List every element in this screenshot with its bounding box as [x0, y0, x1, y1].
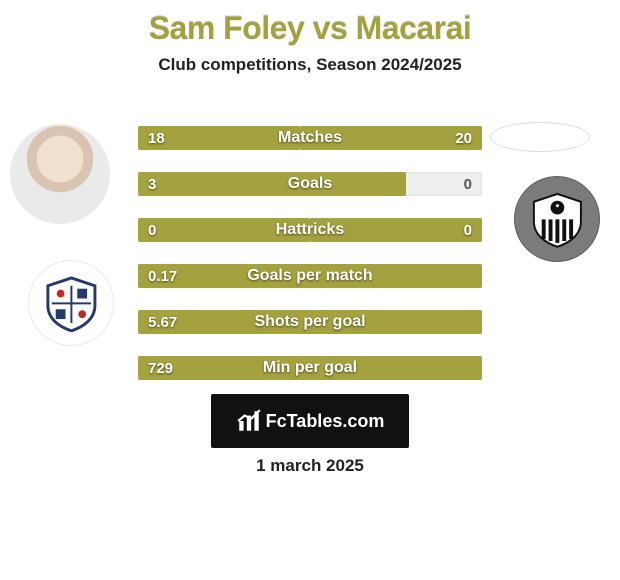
shield-icon [528, 190, 587, 249]
bar-fill-left [138, 218, 310, 242]
subtitle: Club competitions, Season 2024/2025 [0, 55, 620, 75]
bar-fill-right [300, 126, 482, 150]
date-text: 1 march 2025 [0, 456, 620, 476]
stat-row: 30Goals [138, 172, 482, 196]
branding-label: FcTables.com [266, 411, 385, 432]
branding-badge: FcTables.com [211, 394, 409, 448]
player2-club-crest [514, 176, 600, 262]
player1-photo [8, 122, 112, 226]
bar-fill-left [138, 172, 406, 196]
bar-fill-left [138, 356, 482, 380]
bar-fill-left [138, 126, 300, 150]
stat-row: 1820Matches [138, 126, 482, 150]
stat-row: 5.67Shots per goal [138, 310, 482, 334]
comparison-bars: 1820Matches 30Goals 00Hattricks 0.17Goals p… [138, 126, 482, 402]
page-title: Sam Foley vs Macarai [0, 10, 620, 47]
bar-fill-left [138, 264, 482, 288]
shield-icon [42, 274, 101, 333]
stat-row: 00Hattricks [138, 218, 482, 242]
chart-icon [236, 408, 262, 434]
player2-photo [490, 122, 590, 152]
bar-fill-left [138, 310, 482, 334]
bar-fill-right [310, 218, 482, 242]
stat-row: 0.17Goals per match [138, 264, 482, 288]
stat-value-p2: 0 [464, 172, 472, 196]
player1-club-crest [28, 260, 114, 346]
stat-row: 729Min per goal [138, 356, 482, 380]
